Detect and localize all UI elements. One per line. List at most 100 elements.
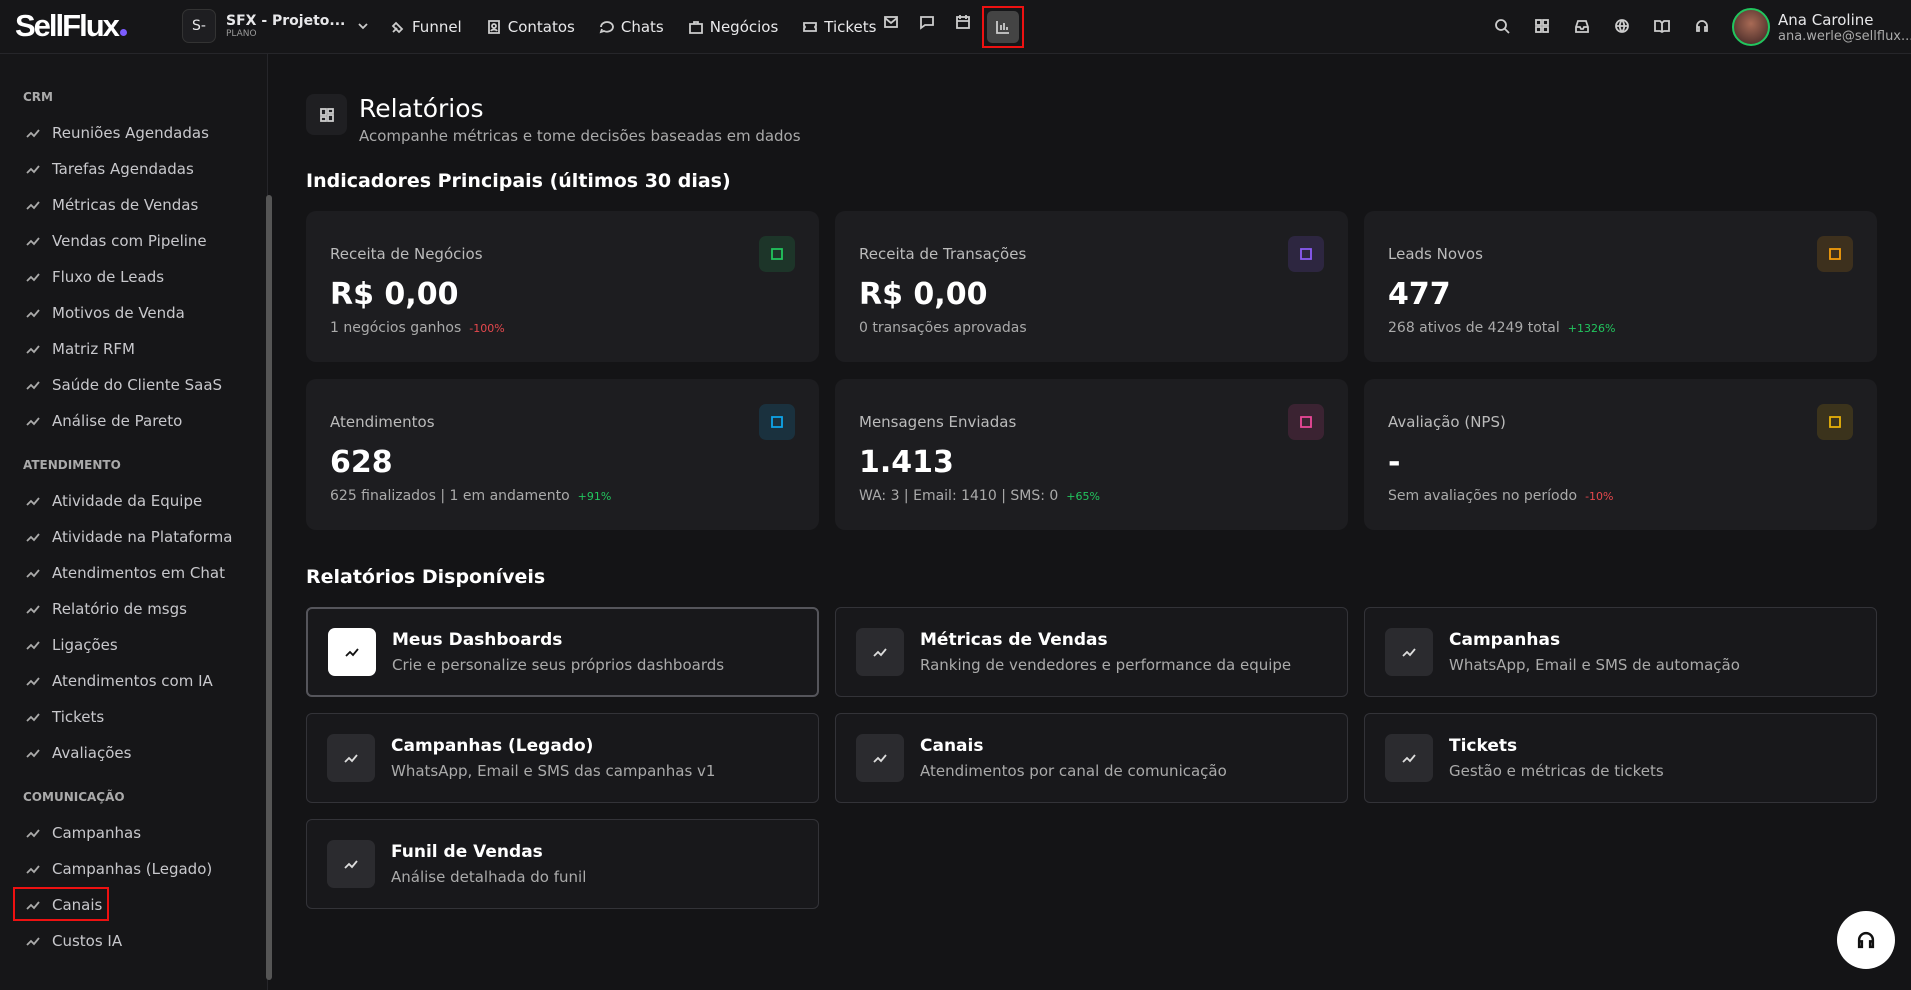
sidebar-item[interactable]: Campanhas (Legado): [0, 851, 267, 887]
icon: [771, 248, 783, 260]
sidebar-item[interactable]: Campanhas: [0, 815, 267, 851]
sidebar-item[interactable]: Ligações: [0, 627, 267, 663]
card-value: 1.413: [859, 445, 954, 480]
nav-item[interactable]: Contatos: [486, 18, 575, 36]
card-icon: [1817, 404, 1853, 440]
card-trend: +91%: [577, 490, 612, 503]
sidebar-item[interactable]: Análise de Pareto: [0, 403, 267, 439]
search[interactable]: [1494, 18, 1510, 34]
icon: [26, 533, 40, 542]
report-item[interactable]: Campanhas WhatsApp, Email e SMS de automa…: [1364, 607, 1877, 697]
icon: [26, 237, 40, 246]
card-detail: Sem avaliações no período: [1388, 488, 1578, 504]
sidebar-group: ATENDIMENTO Atividade da Equipe Atividade …: [0, 455, 267, 771]
report-desc: WhatsApp, Email e SMS das campanhas v1: [391, 762, 716, 780]
card-label: Mensagens Enviadas: [859, 413, 1017, 431]
sidebar-item[interactable]: Avaliações: [0, 735, 267, 771]
report-desc: Ranking de vendedores e performance da e…: [920, 656, 1292, 674]
workspace-plan: PLANO: [226, 29, 257, 39]
sidebar-item[interactable]: Matriz RFM: [0, 331, 267, 367]
card-detail-row: Sem avaliações no período -10%: [1388, 488, 1853, 504]
icon: [873, 754, 887, 763]
reports-button[interactable]: [982, 6, 1024, 48]
sidebar-label: Análise de Pareto: [52, 412, 183, 430]
page-header: Relatórios Acompanhe métricas e tome deci…: [306, 94, 801, 145]
sidebar-item[interactable]: Atendimentos com IA: [0, 663, 267, 699]
docs[interactable]: [1654, 18, 1670, 34]
sidebar-section: CRM: [23, 90, 53, 104]
sidebar-label: Avaliações: [52, 744, 132, 762]
card-value: R$ 0,00: [859, 277, 988, 312]
sidebar-item[interactable]: Canais: [0, 887, 267, 923]
highlight-box: [13, 887, 109, 921]
icon: [688, 21, 703, 34]
card-trend: +1326%: [1567, 322, 1616, 335]
report-item[interactable]: Métricas de Vendas Ranking de vendedores …: [835, 607, 1348, 697]
card-label: Avaliação (NPS): [1388, 413, 1506, 431]
sidebar-item[interactable]: Saúde do Cliente SaaS: [0, 367, 267, 403]
report-item[interactable]: Canais Atendimentos por canal de comunica…: [835, 713, 1348, 803]
indicator-cards: Receita de Negócios R$ 0,00 1 negócios gan…: [306, 211, 1877, 530]
nav-label: Contatos: [507, 18, 575, 36]
nav-item[interactable]: Chats: [599, 18, 664, 36]
sidebar-item[interactable]: Relatório de msgs: [0, 591, 267, 627]
report-text: Meus Dashboards Crie e personalize seus p…: [392, 630, 724, 674]
sidebar-item[interactable]: Métricas de Vendas: [0, 187, 267, 223]
inbox[interactable]: [1574, 18, 1590, 34]
sidebar-item[interactable]: Fluxo de Leads: [0, 259, 267, 295]
report-icon: [328, 628, 376, 676]
sidebar-label: Relatório de msgs: [52, 600, 187, 618]
report-desc: Gestão e métricas de tickets: [1449, 762, 1664, 780]
report-item[interactable]: Campanhas (Legado) WhatsApp, Email e SMS …: [306, 713, 819, 803]
nav-label: Negócios: [709, 18, 779, 36]
sidebar-item[interactable]: Atividade da Equipe: [0, 483, 267, 519]
sidebar-item[interactable]: Motivos de Venda: [0, 295, 267, 331]
sidebar-label: Campanhas: [52, 824, 142, 842]
globe[interactable]: [1614, 18, 1630, 34]
workspace[interactable]: S- SFX - Projeto... PLANO: [182, 9, 371, 43]
report-desc: Crie e personalize seus próprios dashboa…: [392, 656, 725, 674]
report-text: Campanhas WhatsApp, Email e SMS de automa…: [1449, 630, 1740, 674]
report-item[interactable]: Meus Dashboards Crie e personalize seus p…: [306, 607, 819, 697]
sidebar-label: Tarefas Agendadas: [52, 160, 194, 178]
nav-item[interactable]: Negócios: [688, 18, 779, 36]
apps[interactable]: [1534, 18, 1550, 34]
report-title: Meus Dashboards: [392, 630, 563, 650]
report-item[interactable]: Tickets Gestão e métricas de tickets: [1364, 713, 1877, 803]
icon: [26, 497, 40, 506]
support[interactable]: [1694, 18, 1710, 34]
nav-item[interactable]: Funnel: [390, 18, 462, 36]
sidebar-item[interactable]: Vendas com Pipeline: [0, 223, 267, 259]
mail-icon[interactable]: [883, 14, 899, 30]
sidebar-label: Reuniões Agendadas: [52, 124, 209, 142]
avatar: [1732, 8, 1770, 46]
brand[interactable]: SellFlux: [15, 8, 127, 44]
sidebar-section: COMUNICAÇÃO: [23, 790, 125, 804]
report-icon: [327, 734, 375, 782]
icon: [26, 273, 40, 282]
icon: [26, 829, 40, 838]
nav-item[interactable]: Tickets: [802, 18, 876, 36]
page-title: Relatórios: [359, 94, 484, 123]
sidebar-item[interactable]: Tickets: [0, 699, 267, 735]
sidebar-item[interactable]: Custos IA: [0, 923, 267, 959]
card-value: R$ 0,00: [330, 277, 459, 312]
indicator-card: Avaliação (NPS) - Sem avaliações no períod…: [1364, 379, 1877, 530]
calendar-icon[interactable]: [955, 14, 971, 30]
sidebar-item[interactable]: Atendimentos em Chat: [0, 555, 267, 591]
report-item[interactable]: Funil de Vendas Análise detalhada do funi…: [306, 819, 819, 909]
sidebar-item[interactable]: Reuniões Agendadas: [0, 115, 267, 151]
nav: Funnel Contatos Chats Negócios Tickets: [390, 0, 876, 54]
chat-icon[interactable]: [919, 14, 935, 30]
user[interactable]: Ana Caroline ana.werle@sellflux...: [1732, 8, 1911, 46]
card-value: 628: [330, 445, 393, 480]
icon: [26, 165, 40, 174]
sidebar-label: Ligações: [52, 636, 118, 654]
sidebar-label: Atividade na Plataforma: [52, 528, 233, 546]
card-trend: -100%: [469, 322, 505, 335]
sidebar-label: Atendimentos em Chat: [52, 564, 225, 582]
help-button[interactable]: [1837, 911, 1895, 969]
sidebar-item[interactable]: Tarefas Agendadas: [0, 151, 267, 187]
icon: [26, 641, 40, 650]
sidebar-item[interactable]: Atividade na Plataforma: [0, 519, 267, 555]
